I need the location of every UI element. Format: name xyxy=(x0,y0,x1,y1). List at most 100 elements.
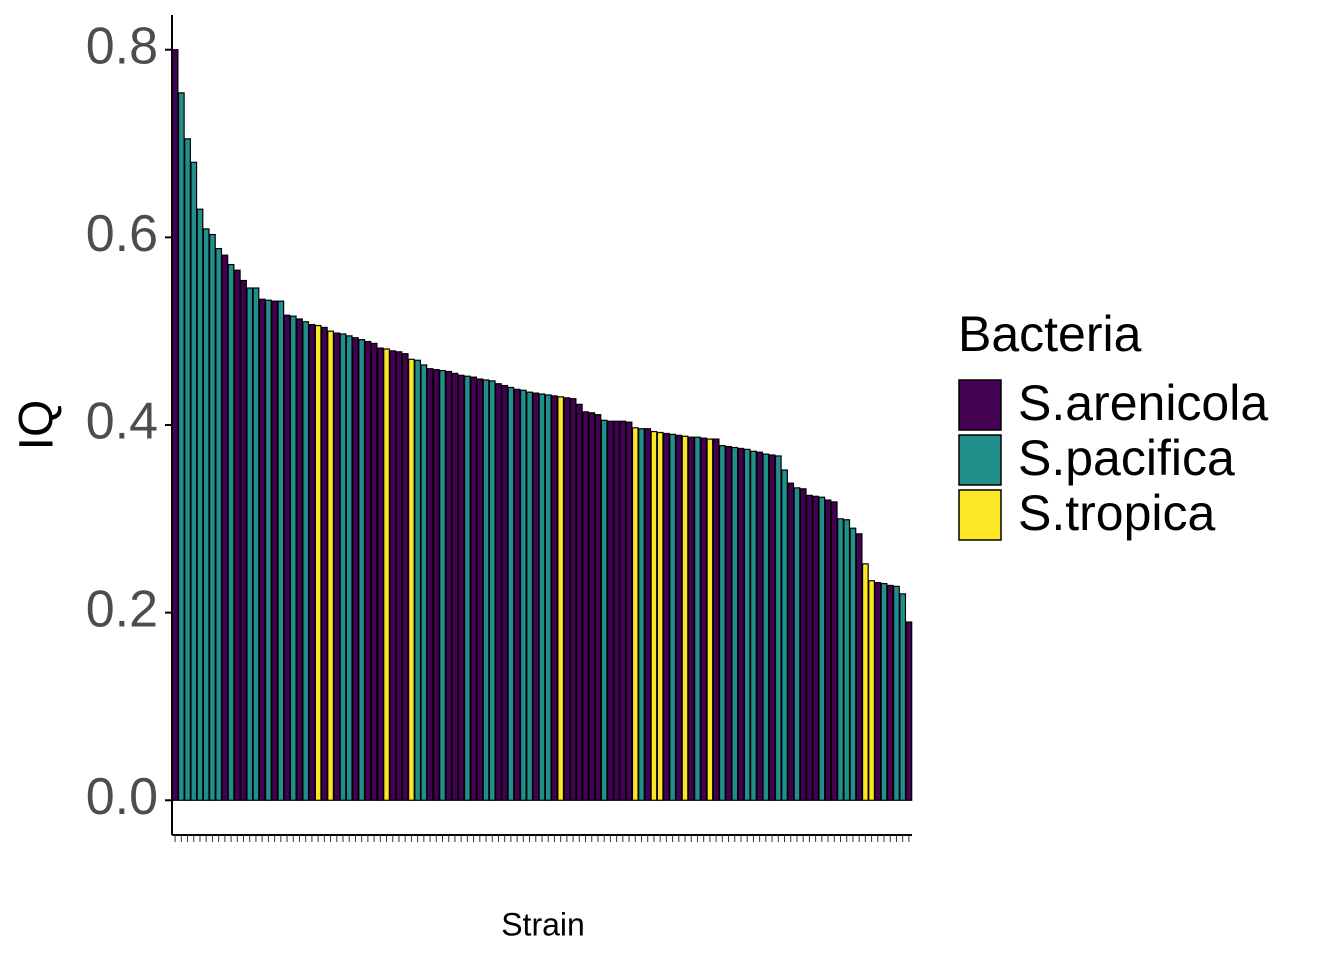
bar xyxy=(314,324,322,801)
y-tick-label: 0.4 xyxy=(86,393,158,451)
bar xyxy=(414,359,422,801)
bar xyxy=(233,269,241,801)
bar xyxy=(495,383,502,801)
bar xyxy=(439,369,446,801)
bar xyxy=(694,436,701,801)
bar xyxy=(408,358,415,801)
bar xyxy=(656,431,664,801)
bar xyxy=(426,368,434,801)
bar xyxy=(308,324,316,801)
bar xyxy=(868,580,875,801)
y-tick-label: 0.0 xyxy=(86,768,158,826)
bar xyxy=(899,593,907,801)
bar xyxy=(569,398,577,801)
bar xyxy=(507,386,515,801)
bar xyxy=(631,427,639,801)
bar xyxy=(613,420,621,801)
bar xyxy=(812,495,820,801)
legend-swatch xyxy=(958,489,1002,541)
y-tick-label: 0.8 xyxy=(86,17,158,75)
bar xyxy=(712,438,720,801)
bar xyxy=(296,318,303,801)
bar xyxy=(675,434,683,801)
bar xyxy=(793,487,801,801)
bar xyxy=(476,378,484,801)
bar xyxy=(177,92,185,801)
x-axis-label: Strain xyxy=(501,906,585,942)
bar xyxy=(451,372,459,801)
bar xyxy=(781,469,788,801)
bar xyxy=(874,582,882,801)
bar xyxy=(395,351,403,801)
bar xyxy=(824,499,832,801)
bar xyxy=(650,430,658,801)
bar xyxy=(662,432,670,801)
bar xyxy=(750,450,757,801)
legend-label: S.pacifica xyxy=(1018,430,1235,486)
bar xyxy=(787,482,795,801)
bar xyxy=(706,438,714,801)
bar xyxy=(333,332,341,801)
legend-swatch xyxy=(958,379,1002,431)
bar xyxy=(445,370,453,801)
bar xyxy=(886,584,894,801)
bar xyxy=(607,420,614,801)
bar xyxy=(190,161,198,801)
bar xyxy=(625,421,633,801)
bar xyxy=(774,455,782,801)
bar xyxy=(799,488,807,801)
bar xyxy=(358,339,366,801)
bar xyxy=(638,428,645,801)
y-tick-label: 0.6 xyxy=(86,205,158,263)
bar xyxy=(557,396,565,801)
bar xyxy=(575,403,583,801)
bar xyxy=(501,384,509,801)
bar xyxy=(389,350,397,801)
bar xyxy=(283,314,291,801)
bar xyxy=(538,393,546,801)
bar xyxy=(687,436,695,801)
bar xyxy=(768,454,776,801)
bar xyxy=(320,326,328,801)
bar xyxy=(681,435,689,801)
bar xyxy=(184,138,191,801)
bar xyxy=(762,453,770,801)
bar xyxy=(302,321,310,801)
bar xyxy=(725,445,732,801)
bar xyxy=(171,49,179,801)
bar xyxy=(756,451,764,801)
bar xyxy=(619,420,627,801)
bar xyxy=(532,392,540,801)
bar xyxy=(644,428,652,801)
bar xyxy=(544,394,552,801)
bar xyxy=(383,348,390,801)
legend-title: Bacteria xyxy=(958,306,1142,362)
bar xyxy=(488,380,496,801)
bar xyxy=(563,397,571,801)
bar xyxy=(221,254,229,801)
bar xyxy=(209,233,216,801)
y-axis-label: IQ xyxy=(11,400,64,451)
bar xyxy=(893,585,900,801)
bar xyxy=(669,433,676,801)
bar xyxy=(905,621,913,801)
legend-label: S.tropica xyxy=(1018,485,1216,541)
bar xyxy=(370,342,378,801)
bar xyxy=(463,375,471,801)
bar xyxy=(731,446,739,801)
bar xyxy=(289,315,297,801)
legend-label: S.arenicola xyxy=(1018,375,1268,431)
legend-swatch xyxy=(958,434,1002,486)
bar xyxy=(600,419,608,801)
bar xyxy=(215,248,223,801)
bar xyxy=(196,208,204,801)
bar xyxy=(339,333,347,801)
bar xyxy=(457,374,465,801)
bar xyxy=(582,411,589,801)
bar xyxy=(240,279,247,801)
bar xyxy=(737,447,745,801)
bar xyxy=(352,337,359,801)
bar xyxy=(837,518,844,801)
bar xyxy=(861,563,869,801)
